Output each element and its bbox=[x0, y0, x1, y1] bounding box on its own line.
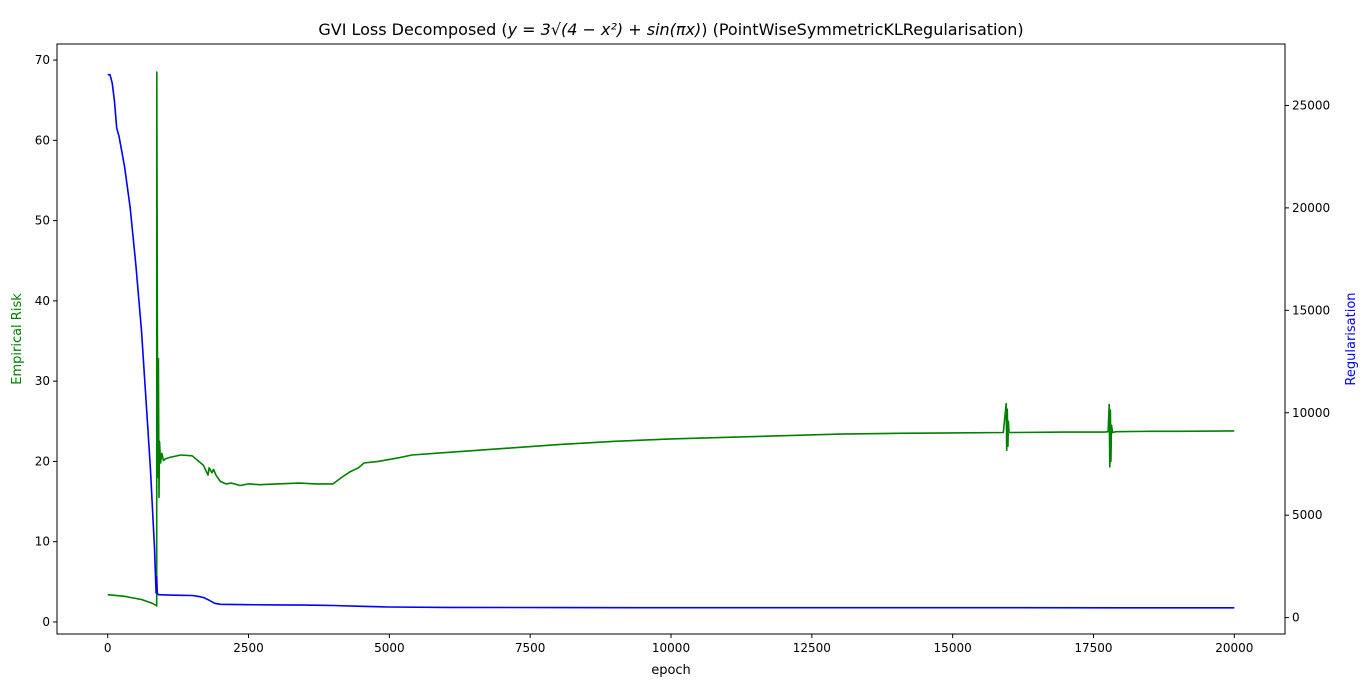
y-right-tick-label: 25000 bbox=[1292, 98, 1330, 112]
chart-title-math: y = 3√(4 − x²) + sin(πx) bbox=[507, 20, 702, 39]
y-left-tick-label: 0 bbox=[42, 615, 50, 629]
y-ticks-right: 0 5000 10000 15000 20000 25000 bbox=[1285, 98, 1330, 625]
x-tick-label: 10000 bbox=[652, 641, 690, 655]
y-right-tick-label: 5000 bbox=[1292, 508, 1323, 522]
y-left-tick-label: 10 bbox=[35, 535, 50, 549]
x-tick-label: 2500 bbox=[233, 641, 264, 655]
y-axis-label-right: Regularisation bbox=[1344, 292, 1359, 385]
x-tick-label: 5000 bbox=[374, 641, 405, 655]
y-right-tick-label: 20000 bbox=[1292, 201, 1330, 215]
y-left-tick-label: 30 bbox=[35, 374, 50, 388]
plot-frame bbox=[56, 43, 1286, 635]
chart-title: GVI Loss Decomposed (y = 3√(4 − x²) + si… bbox=[318, 20, 1023, 39]
y-axis-label-left: Empirical Risk bbox=[10, 293, 25, 385]
x-tick-label: 15000 bbox=[934, 641, 972, 655]
x-axis-label: epoch bbox=[651, 663, 691, 678]
chart-title-suffix: ) (PointWiseSymmetricKLRegularisation) bbox=[701, 20, 1023, 39]
x-tick-label: 12500 bbox=[793, 641, 831, 655]
y-right-tick-label: 0 bbox=[1292, 611, 1300, 625]
empirical-risk-line bbox=[107, 71, 1235, 607]
x-tick-label: 20000 bbox=[1215, 641, 1253, 655]
y-right-tick-label: 15000 bbox=[1292, 303, 1330, 317]
x-tick-label: 17500 bbox=[1074, 641, 1112, 655]
y-left-tick-label: 70 bbox=[35, 53, 50, 67]
x-ticks: 0 2500 5000 7500 10000 12500 15000 17500 20000 bbox=[104, 634, 1253, 655]
y-left-tick-label: 50 bbox=[35, 214, 50, 228]
y-ticks-left: 0 10 20 30 40 50 60 70 bbox=[35, 53, 57, 629]
y-right-tick-label: 10000 bbox=[1292, 406, 1330, 420]
y-left-tick-label: 40 bbox=[35, 294, 50, 308]
y-left-tick-label: 20 bbox=[35, 454, 50, 468]
regularisation-line bbox=[107, 73, 1235, 609]
series-layer bbox=[107, 71, 1235, 609]
x-tick-label: 7500 bbox=[515, 641, 546, 655]
x-tick-label: 0 bbox=[104, 641, 112, 655]
chart-title-prefix: GVI Loss Decomposed ( bbox=[318, 20, 507, 39]
y-left-tick-label: 60 bbox=[35, 133, 50, 147]
